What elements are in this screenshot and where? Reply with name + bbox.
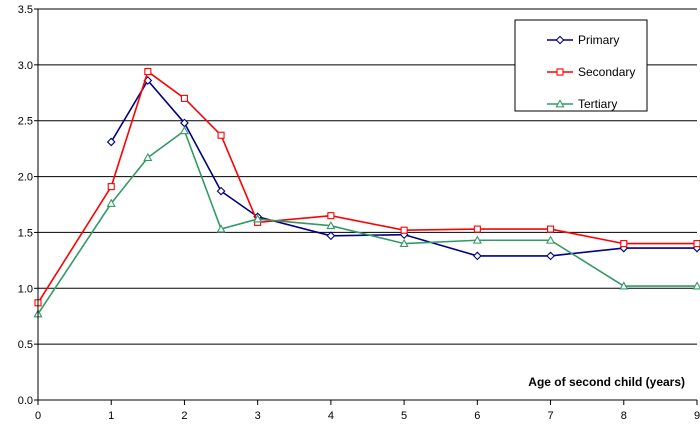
- x-tick-label-5: 5: [401, 410, 407, 422]
- x-tick-label-0: 0: [35, 410, 41, 422]
- x-axis-annotation: Age of second child (years): [528, 375, 685, 389]
- data-point-secondary-10: [620, 240, 628, 248]
- data-point-tertiary-2: [143, 152, 153, 162]
- data-point-secondary-8: [473, 225, 481, 233]
- data-point-secondary-11: [693, 240, 700, 248]
- data-point-secondary-1: [107, 183, 115, 191]
- x-tick-label-8: 8: [621, 410, 627, 422]
- series-line-secondary: [37, 70, 697, 304]
- y-tick-label-2: 1.0: [18, 283, 33, 295]
- y-tick-label-1: 0.5: [18, 339, 33, 351]
- data-point-tertiary-11: [692, 281, 700, 290]
- data-point-primary-3: [216, 186, 226, 196]
- series-layer: [33, 68, 700, 318]
- legend-marker-secondary: [556, 68, 564, 76]
- x-tick-label-3: 3: [255, 410, 261, 422]
- y-tick-label-6: 3.0: [18, 60, 33, 72]
- series-line-tertiary: [37, 129, 697, 315]
- data-point-tertiary-10: [619, 281, 629, 290]
- data-point-secondary-4: [217, 131, 225, 139]
- legend-label-secondary: Secondary: [578, 65, 635, 79]
- data-point-tertiary-3: [179, 126, 189, 135]
- y-tick-label-7: 3.5: [18, 4, 33, 16]
- series-tertiary: [33, 126, 700, 318]
- data-point-primary-8: [546, 251, 555, 261]
- y-tick-label-0: 0.0: [18, 395, 33, 407]
- data-point-tertiary-9: [546, 235, 556, 244]
- data-point-tertiary-4: [216, 224, 226, 233]
- x-tick-label-2: 2: [181, 410, 187, 422]
- data-point-secondary-6: [327, 212, 335, 220]
- data-point-primary-5: [326, 231, 336, 241]
- data-point-secondary-2: [144, 68, 152, 76]
- x-tick-label-7: 7: [547, 410, 553, 422]
- data-point-primary-7: [472, 251, 482, 261]
- data-point-secondary-9: [547, 225, 555, 233]
- legend-marker-primary: [555, 35, 565, 45]
- x-tick-label-9: 9: [694, 410, 700, 422]
- legend-marker-tertiary: [555, 99, 565, 108]
- axes: [34, 8, 698, 405]
- data-point-secondary-3: [180, 94, 188, 102]
- x-tick-label-6: 6: [474, 410, 480, 422]
- data-point-tertiary-7: [399, 238, 409, 248]
- data-point-tertiary-8: [472, 235, 482, 244]
- series-secondary: [34, 68, 700, 307]
- data-point-tertiary-6: [326, 220, 336, 230]
- data-point-tertiary-5: [253, 214, 263, 223]
- legend-box: [514, 19, 648, 112]
- x-tick-label-4: 4: [328, 410, 334, 422]
- gridlines: [38, 8, 697, 345]
- tick-labels: 0.0 0.5 1.0 1.5 2.0 2.5 3.0 3.5 0 1 2 3 4 5 6 7 8 9: [18, 4, 700, 422]
- y-tick-label-4: 2.0: [18, 172, 33, 184]
- data-point-tertiary-1: [106, 198, 116, 207]
- x-tick-label-1: 1: [108, 410, 114, 422]
- legend-label-primary: Primary: [578, 33, 619, 47]
- legend-label-tertiary: Tertiary: [578, 97, 617, 111]
- y-tick-label-3: 1.5: [18, 227, 33, 239]
- data-point-secondary-7: [400, 226, 408, 234]
- legend: Primary Secondary Tertiary: [514, 19, 648, 112]
- data-point-primary-0: [106, 137, 116, 147]
- y-tick-label-5: 2.5: [18, 116, 33, 128]
